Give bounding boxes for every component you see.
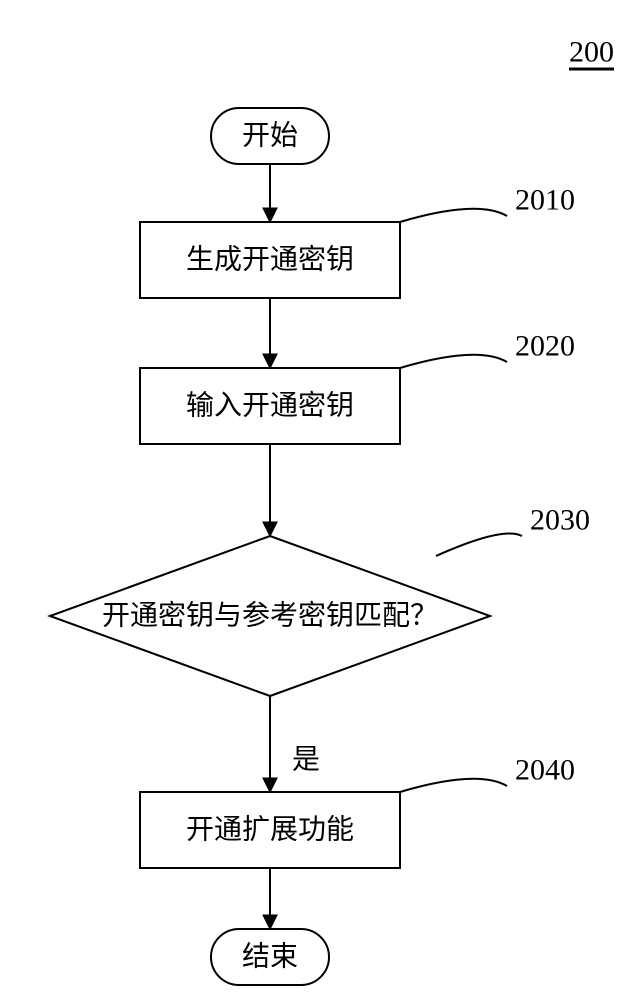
callout-n2030: 2030	[530, 504, 590, 537]
n2020-label: 输入开通密钥	[186, 390, 354, 422]
end-label: 结束	[242, 941, 298, 973]
callout-leader-n2040	[400, 779, 507, 792]
callout-n2010: 2010	[515, 184, 575, 217]
callout-n2040: 2040	[515, 754, 575, 787]
n2030-label: 开通密钥与参考密钥匹配？	[102, 600, 438, 632]
callout-leader-n2010	[400, 209, 507, 222]
callout-leader-n2030	[436, 534, 522, 557]
figure-label: 200	[569, 36, 614, 69]
n2010-label: 生成开通密钥	[186, 244, 354, 276]
n2040-label: 开通扩展功能	[186, 814, 354, 846]
start-label: 开始	[242, 120, 298, 152]
edge-label-yes: 是	[292, 745, 320, 776]
callout-n2020: 2020	[515, 330, 575, 363]
callout-leader-n2020	[400, 355, 507, 368]
